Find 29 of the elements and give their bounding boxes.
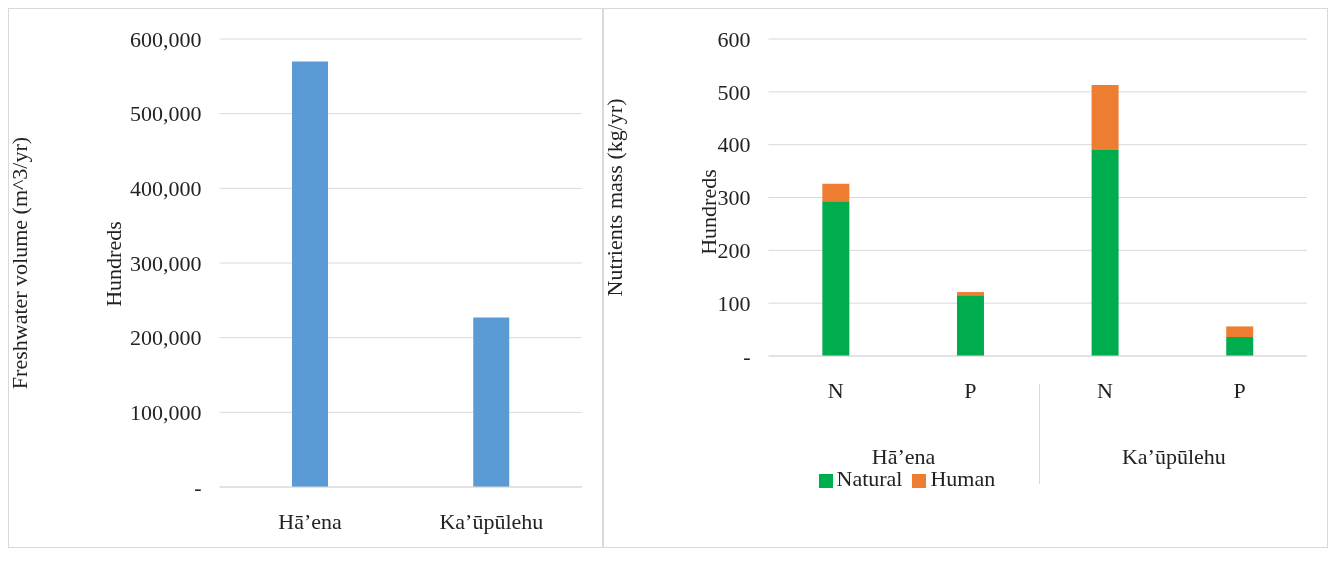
bar <box>822 183 850 202</box>
bar <box>1091 84 1119 150</box>
y-tick-label: 600,000 <box>130 26 202 52</box>
bar <box>1226 326 1254 337</box>
x-tick-label: N <box>1097 377 1114 403</box>
y-tick-label: 500 <box>717 79 751 105</box>
bar <box>1226 336 1254 356</box>
y-tick-label: 200 <box>717 238 751 264</box>
y-tick-label: 200,000 <box>130 325 202 351</box>
y-axis-title: Freshwater volume (m^3/yr) <box>6 136 32 390</box>
bar <box>822 201 850 356</box>
y-tick-label: 600 <box>717 26 751 52</box>
bar <box>956 295 984 356</box>
y-tick-label: 500,000 <box>130 101 202 127</box>
y-tick-label: 400,000 <box>130 176 202 202</box>
text: Hundreds <box>101 221 127 307</box>
text: Ka’ūpūlehu <box>1120 444 1227 470</box>
bar <box>956 292 984 296</box>
y-tick-label: 100,000 <box>130 400 202 426</box>
y-tick-label: 300,000 <box>130 250 202 276</box>
x-tick-label: N <box>827 377 844 403</box>
y-tick-label: 400 <box>717 132 751 158</box>
x-tick-label: P <box>1233 377 1246 403</box>
bar <box>1091 149 1119 356</box>
y-tick-label: - <box>743 343 751 369</box>
y-axis-title: Nutrients mass (kg/yr) <box>601 98 627 297</box>
x-tick-label: P <box>964 377 977 403</box>
y-tick-label: - <box>194 474 202 500</box>
y-tick-label: 100 <box>717 290 751 316</box>
